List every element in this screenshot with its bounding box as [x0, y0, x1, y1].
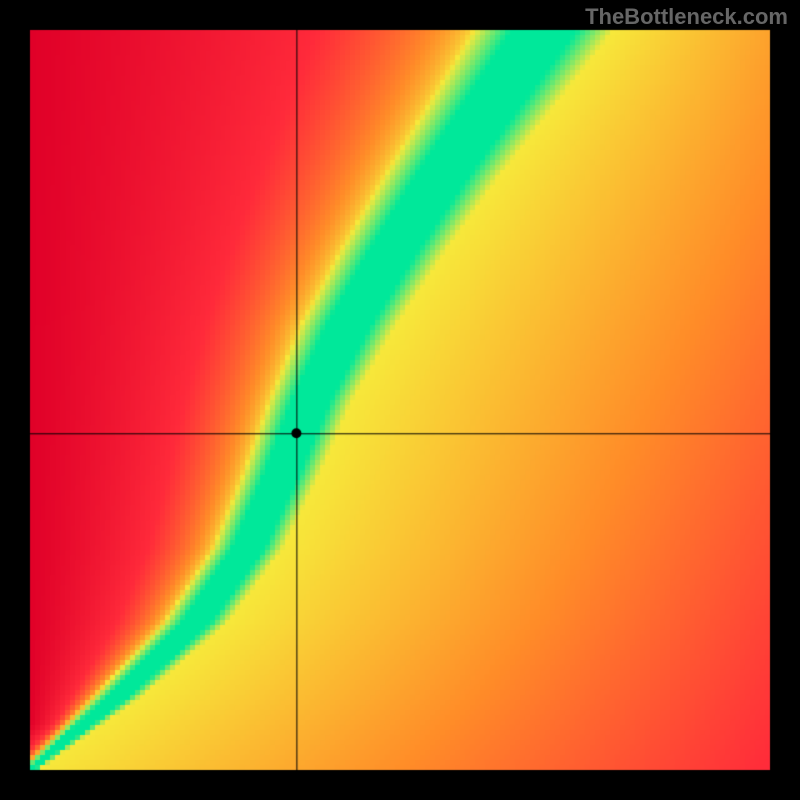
watermark-text: TheBottleneck.com — [585, 4, 788, 30]
chart-container: TheBottleneck.com — [0, 0, 800, 800]
heatmap-canvas — [0, 0, 800, 800]
